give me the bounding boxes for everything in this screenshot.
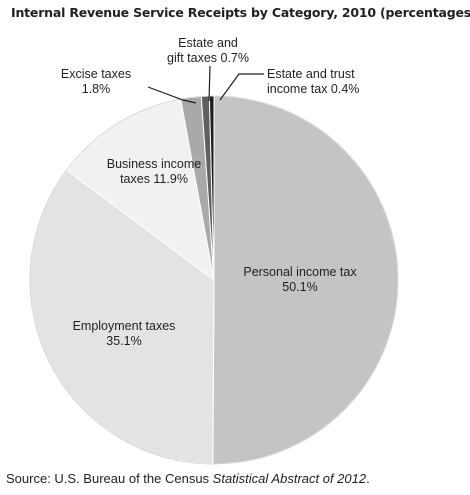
pie-outline: [29, 95, 399, 465]
pie-chart: Personal income tax 50.1% Employment taxes…: [29, 36, 399, 465]
leader-line-excise: [147, 86, 197, 104]
slice-label-personal-income: Personal income tax 50.1%: [243, 265, 357, 294]
source-note: Source: U.S. Bureau of the Census Statis…: [6, 471, 370, 486]
source-suffix: .: [366, 471, 370, 486]
leader-line-estate-gift: [208, 65, 211, 102]
leader-line-estate-trust: [219, 73, 264, 101]
slice-label-estate-trust: Estate and trust income tax 0.4%: [267, 67, 359, 96]
source-publication: Statistical Abstract of 2012: [212, 471, 367, 486]
slice-label-business-income: Business income taxes 11.9%: [107, 157, 202, 186]
chart-title: Internal Revenue Service Receipts by Cat…: [11, 5, 470, 20]
source-prefix: Source: U.S. Bureau of the Census: [6, 471, 213, 486]
slice-label-employment: Employment taxes 35.1%: [73, 319, 176, 348]
slice-label-estate-gift: Estate and gift taxes 0.7%: [167, 36, 249, 65]
slice-label-excise: Excise taxes 1.8%: [61, 67, 131, 96]
